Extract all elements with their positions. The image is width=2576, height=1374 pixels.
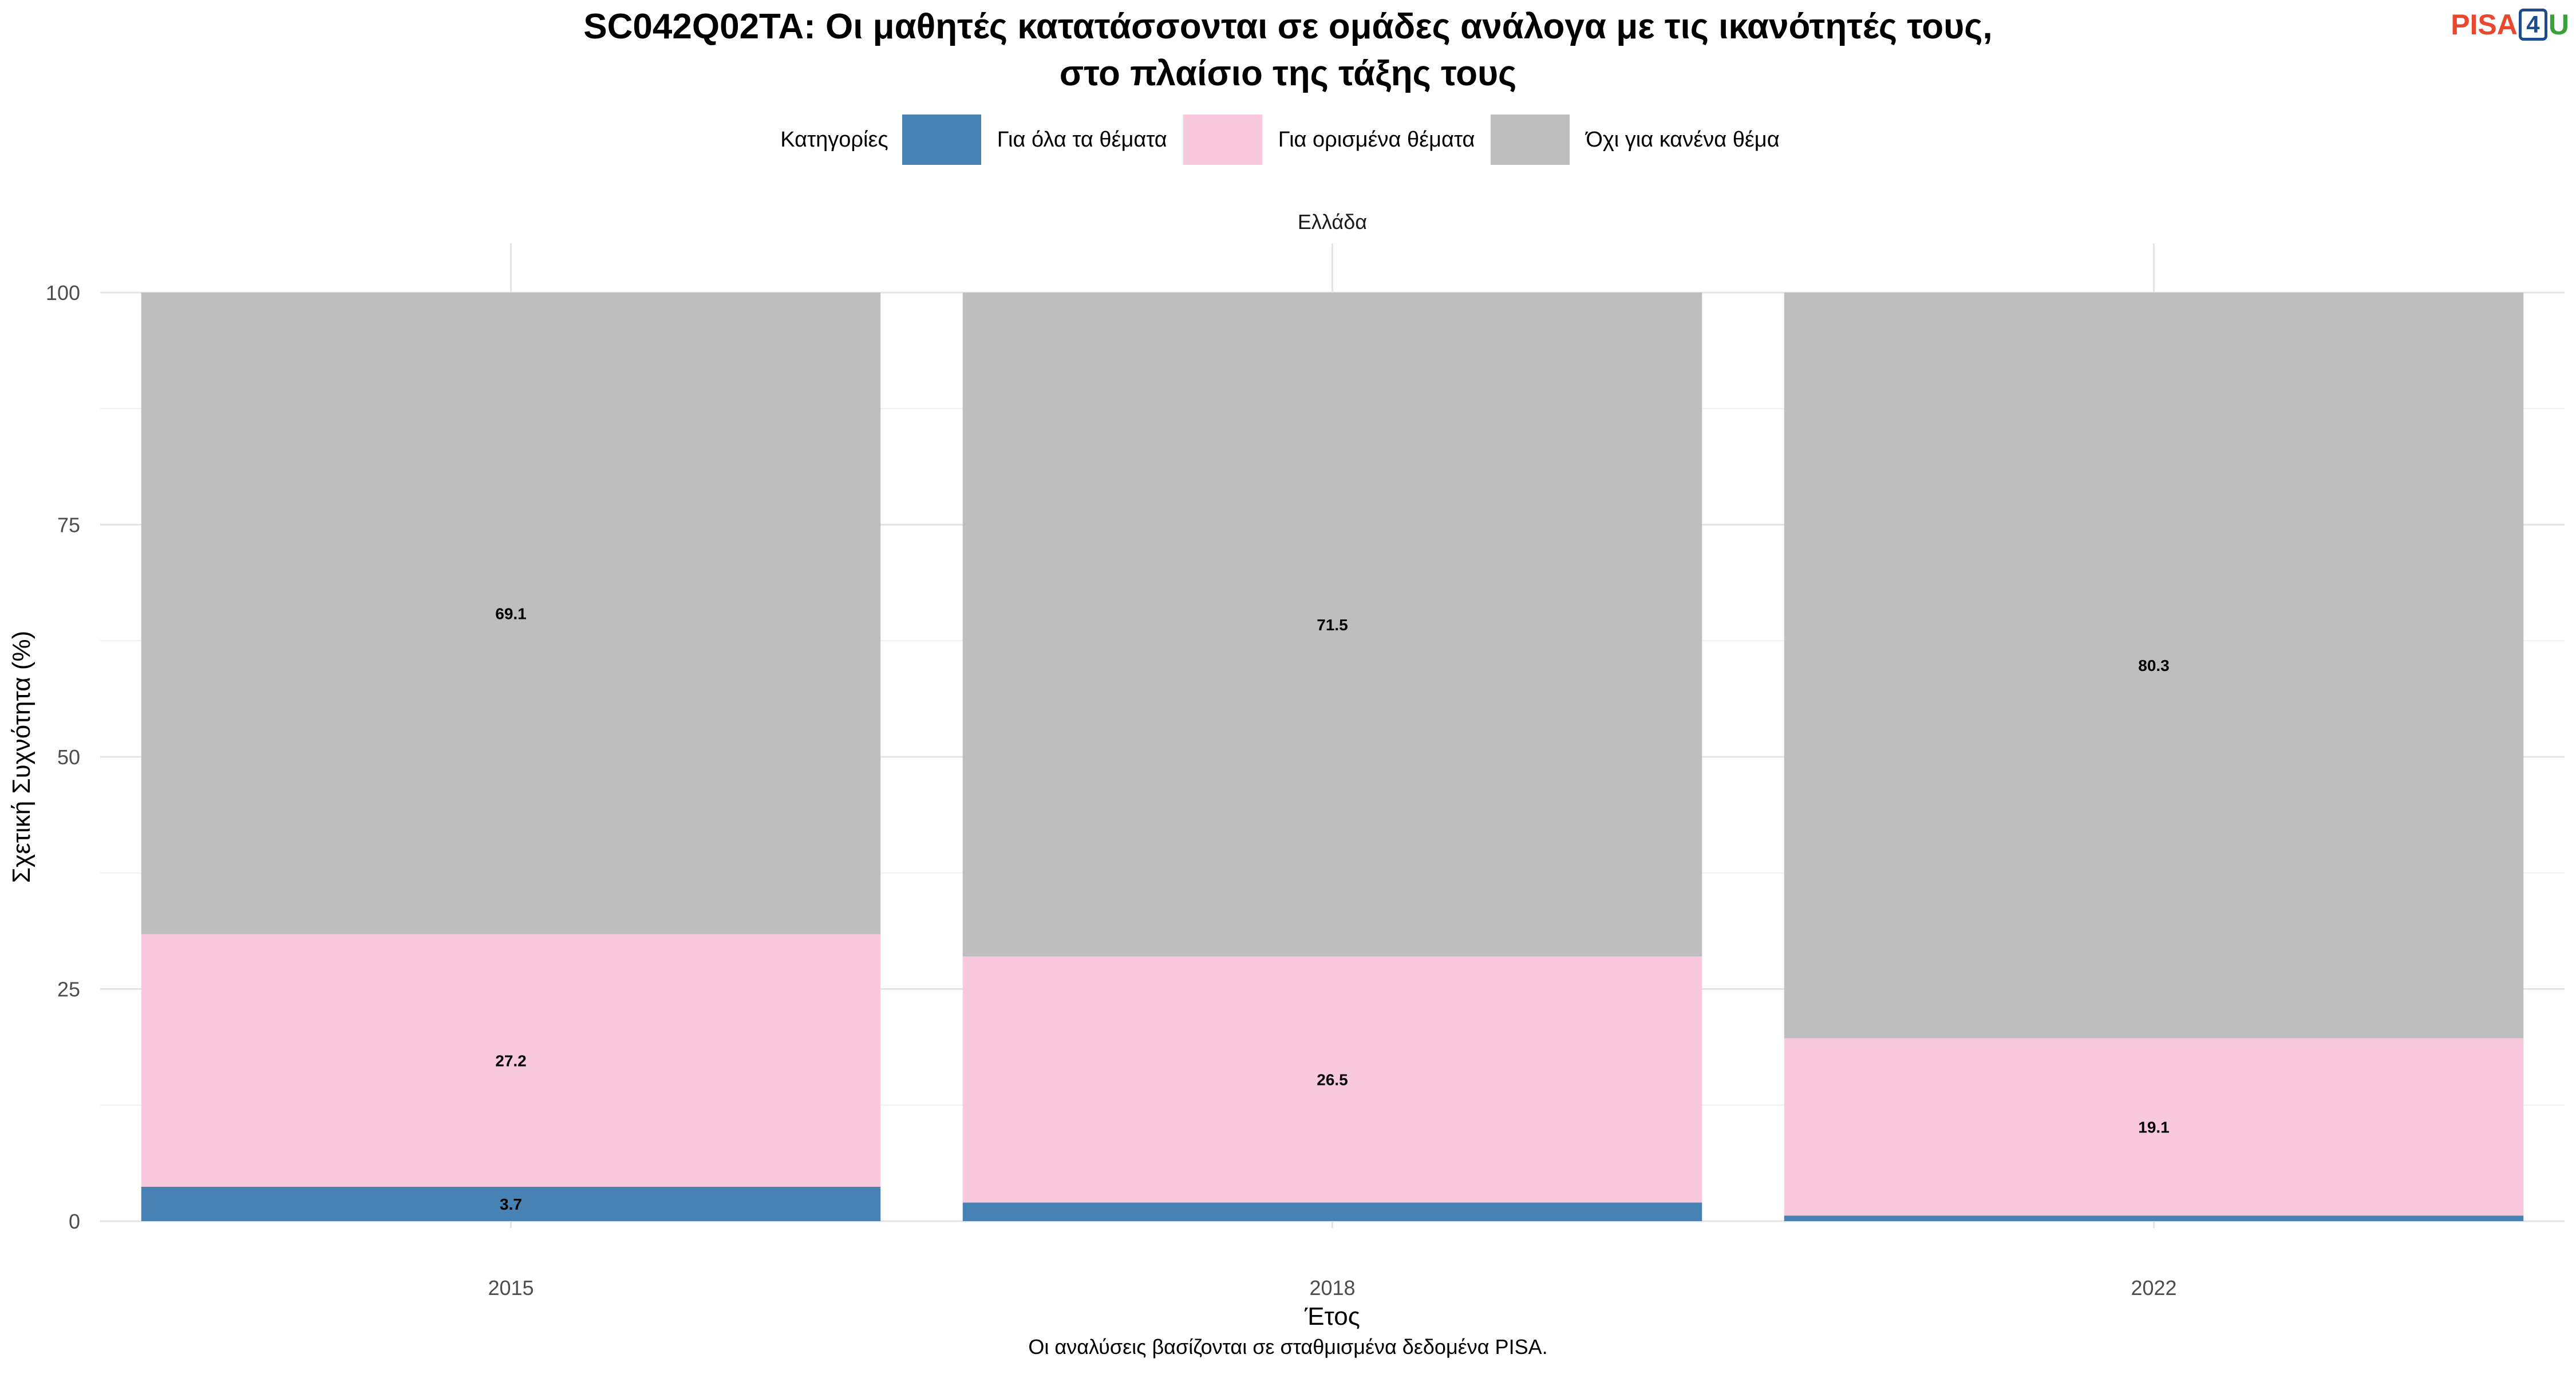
y-tick-label: 0: [69, 1210, 80, 1233]
legend-label-some-subjects: Για ορισμένα θέματα: [1278, 127, 1475, 152]
data-label: 26.5: [1317, 1071, 1348, 1089]
pisa4u-logo: PISA 4 U: [2451, 8, 2569, 41]
bar-segment: [1784, 293, 2524, 1039]
y-tick-label: 75: [57, 514, 80, 537]
x-tick-label: 2018: [1309, 1276, 1355, 1300]
chart-title-line-1: SC042Q02TA: Οι μαθητές κατατάσσονται σε …: [583, 7, 1993, 46]
chart-title-line-2: στο πλαίσιο της τάξης τους: [1059, 54, 1517, 93]
data-label: 69.1: [495, 605, 527, 622]
bar-segment: [962, 1202, 1702, 1221]
data-label: 19.1: [2138, 1118, 2170, 1136]
bar-segment: [141, 293, 881, 934]
bar-segment: [962, 293, 1702, 957]
y-tick-label: 25: [57, 978, 80, 1001]
facet-label: Ελλάδα: [1298, 210, 1367, 234]
chart-title: SC042Q02TA: Οι μαθητές κατατάσσονται σε …: [0, 3, 2576, 97]
x-tick-label: 2022: [2131, 1276, 2176, 1300]
legend-label-no-subject: Όχι για κανένα θέμα: [1586, 127, 1780, 152]
legend: Κατηγορίες Για όλα τα θέματα Για ορισμέν…: [0, 114, 2576, 165]
bar-segment: [1784, 1215, 2524, 1221]
data-label: 71.5: [1317, 616, 1348, 634]
legend-key-all-subjects: [902, 114, 981, 165]
data-label: 3.7: [500, 1195, 522, 1213]
bar-segment: [141, 934, 881, 1187]
bar-segment: [962, 956, 1702, 1203]
caption: Οι αναλύσεις βασίζονται σε σταθμισμένα δ…: [1028, 1335, 1548, 1359]
bar-segment: [141, 1186, 881, 1221]
logo-u-text: U: [2548, 9, 2569, 41]
legend-label-all-subjects: Για όλα τα θέματα: [997, 127, 1167, 152]
y-tick-label: 100: [46, 281, 80, 305]
legend-title: Κατηγορίες: [780, 127, 888, 152]
x-tick-label: 2015: [488, 1276, 534, 1300]
logo-pisa-text: PISA: [2451, 9, 2518, 41]
data-label: 27.2: [495, 1052, 527, 1069]
legend-key-no-subject: [1491, 114, 1570, 165]
y-axis-title: Σχετική Συχνότητα (%): [7, 631, 35, 883]
logo-four-box: 4: [2518, 9, 2547, 41]
bar-segment: [1784, 1038, 2524, 1216]
x-axis-title: Έτος: [1304, 1302, 1360, 1330]
data-label: 80.3: [2138, 657, 2170, 674]
y-tick-label: 50: [57, 745, 80, 769]
legend-key-some-subjects: [1183, 114, 1262, 165]
